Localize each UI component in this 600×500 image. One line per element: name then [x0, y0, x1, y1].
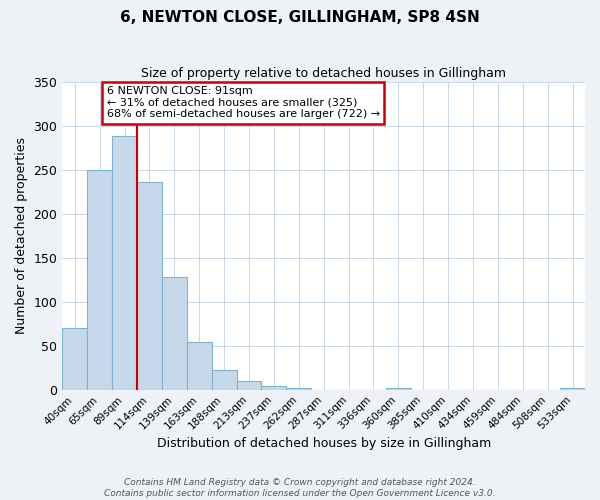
Bar: [87, 170, 112, 390]
Bar: [162, 277, 187, 390]
Y-axis label: Number of detached properties: Number of detached properties: [15, 137, 28, 334]
Bar: [137, 182, 162, 390]
Bar: [187, 342, 212, 390]
Bar: [262, 386, 286, 390]
Bar: [112, 136, 137, 390]
X-axis label: Distribution of detached houses by size in Gillingham: Distribution of detached houses by size …: [157, 437, 491, 450]
Text: 6 NEWTON CLOSE: 91sqm
← 31% of detached houses are smaller (325)
68% of semi-det: 6 NEWTON CLOSE: 91sqm ← 31% of detached …: [107, 86, 380, 120]
Bar: [386, 388, 411, 390]
Bar: [236, 381, 262, 390]
Text: 6, NEWTON CLOSE, GILLINGHAM, SP8 4SN: 6, NEWTON CLOSE, GILLINGHAM, SP8 4SN: [120, 10, 480, 25]
Text: Contains HM Land Registry data © Crown copyright and database right 2024.
Contai: Contains HM Land Registry data © Crown c…: [104, 478, 496, 498]
Bar: [62, 328, 87, 390]
Bar: [560, 388, 585, 390]
Title: Size of property relative to detached houses in Gillingham: Size of property relative to detached ho…: [141, 68, 506, 80]
Bar: [212, 370, 236, 390]
Bar: [286, 388, 311, 390]
